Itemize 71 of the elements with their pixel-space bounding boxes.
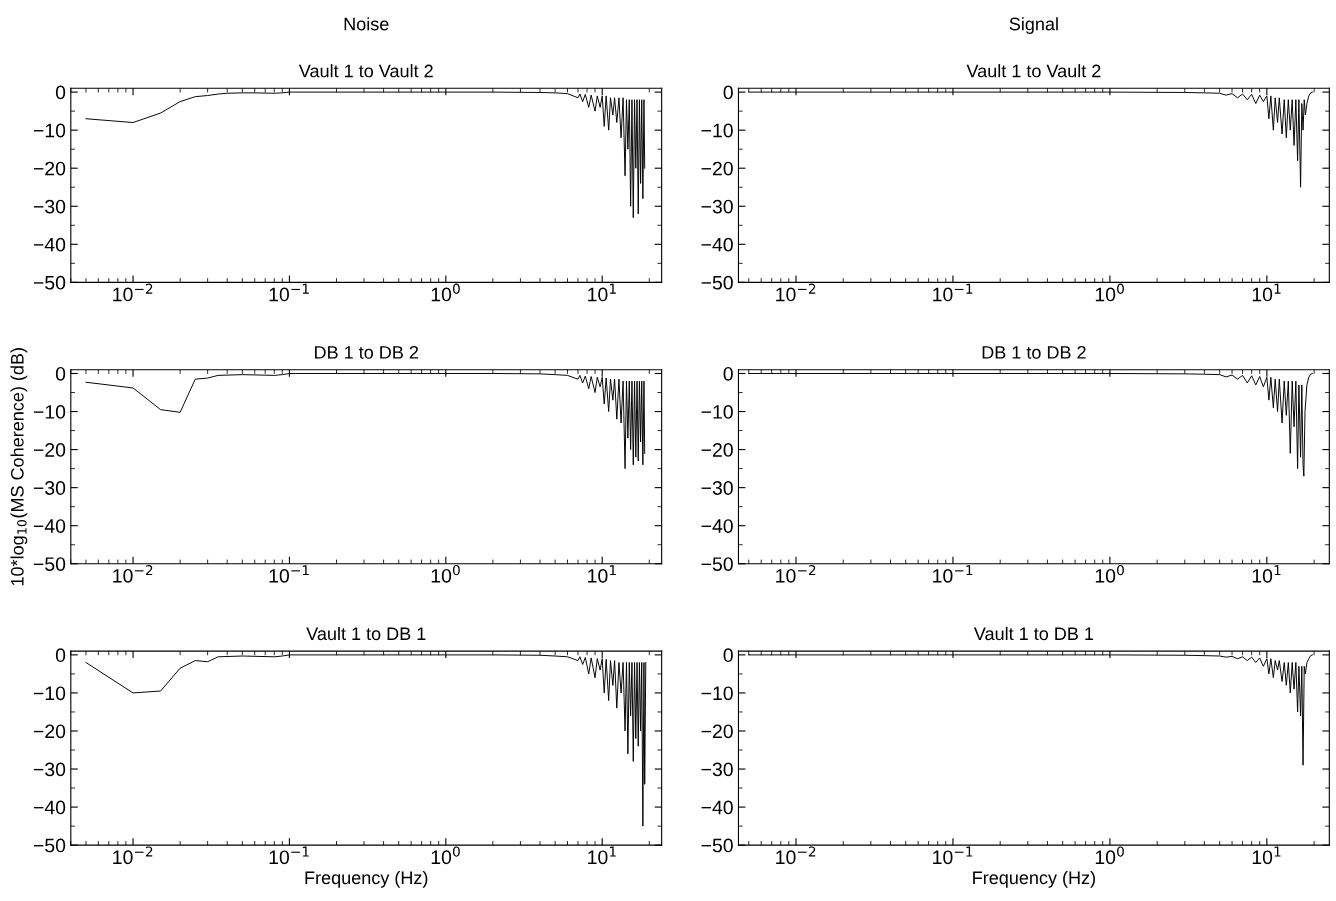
- y-tick-label: −20: [701, 724, 733, 739]
- chart-subtitle: Vault 1 to Vault 2: [298, 64, 433, 78]
- y-tick-label: −30: [701, 481, 733, 495]
- x-tick-label: 10$^{0}$: [1095, 846, 1124, 865]
- y-tick-label: −10: [33, 123, 66, 138]
- x-tick-label: 10$^{−1}$: [269, 846, 309, 865]
- chart-title: DB 1 to DB 2: [315, 345, 419, 359]
- x-tick-label: 10$^{1}$: [1252, 846, 1281, 865]
- x-tick-label: 10$^{1}$: [1252, 565, 1281, 583]
- chart-title: Vault 1 to DB 1: [306, 626, 426, 641]
- chart-title: Noise: [344, 17, 389, 31]
- y-tick-label: −20: [33, 161, 66, 176]
- y-tick-label: 0: [55, 648, 66, 663]
- y-tick-label: 0: [55, 85, 66, 100]
- x-tick-label: 10$^{0}$: [1095, 565, 1124, 583]
- x-axis-title: Frequency (Hz): [973, 870, 1095, 888]
- y-tick-label: −50: [33, 275, 66, 290]
- y-tick-label: −20: [701, 443, 733, 457]
- chart-title: Vault 1 to DB 1: [973, 626, 1094, 641]
- y-tick-label: −30: [33, 199, 66, 214]
- x-tick-label: 10$^{0}$: [431, 283, 460, 302]
- y-tick-label: −50: [33, 838, 66, 853]
- x-tick-label: 10$^{0}$: [1095, 283, 1124, 302]
- y-tick-label: 0: [723, 366, 733, 381]
- y-tick-label: −20: [33, 724, 66, 739]
- y-tick-label: −20: [701, 161, 733, 176]
- x-tick-label: 10$^{−2}$: [776, 565, 816, 583]
- y-tick-label: −40: [33, 519, 66, 533]
- x-tick-label: 10$^{−1}$: [933, 846, 973, 865]
- y-tick-label: −50: [701, 838, 733, 853]
- y-tick-label: −30: [33, 762, 66, 777]
- x-tick-label: 10$^{−2}$: [776, 283, 816, 302]
- x-tick-label: 10$^{1}$: [588, 846, 616, 865]
- x-tick-label: 10$^{−1}$: [933, 283, 973, 302]
- y-axis-title: 10*log$_{10}$(MS Coherence) (dB): [10, 348, 28, 586]
- y-tick-label: −50: [33, 557, 66, 571]
- chart-title: DB 1 to DB 2: [982, 345, 1086, 359]
- x-tick-label: 10$^{0}$: [431, 565, 460, 583]
- x-tick-label: 10$^{−1}$: [269, 565, 309, 583]
- y-tick-label: −30: [701, 199, 733, 214]
- x-tick-label: 10$^{−1}$: [933, 565, 973, 583]
- y-tick-label: −50: [701, 557, 733, 571]
- x-tick-label: 10$^{1}$: [588, 565, 616, 583]
- y-tick-label: −10: [701, 405, 733, 419]
- y-tick-label: −10: [701, 686, 733, 701]
- y-tick-label: −40: [33, 800, 66, 815]
- y-tick-label: −10: [33, 405, 66, 419]
- y-tick-label: −40: [701, 800, 733, 815]
- x-tick-label: 10$^{−2}$: [113, 565, 153, 583]
- x-tick-label: 10$^{0}$: [431, 846, 460, 865]
- y-tick-label: −30: [701, 762, 733, 777]
- x-tick-label: 10$^{−2}$: [113, 283, 153, 302]
- y-tick-label: 0: [55, 366, 66, 381]
- y-tick-label: −50: [701, 275, 733, 290]
- y-tick-label: −10: [33, 686, 66, 701]
- y-tick-label: −30: [33, 481, 66, 495]
- x-tick-label: 10$^{1}$: [1252, 283, 1281, 302]
- x-tick-label: 10$^{1}$: [588, 283, 616, 302]
- x-axis-title: Frequency (Hz): [305, 870, 428, 888]
- y-tick-label: −40: [701, 519, 733, 533]
- x-tick-label: 10$^{−2}$: [776, 846, 816, 865]
- x-tick-label: 10$^{−1}$: [269, 283, 309, 302]
- chart-title: Signal: [1009, 17, 1058, 34]
- x-tick-label: 10$^{−2}$: [113, 846, 153, 865]
- y-tick-label: 0: [723, 85, 733, 100]
- y-tick-label: −40: [33, 237, 66, 252]
- y-tick-label: −20: [33, 443, 66, 457]
- y-tick-label: −40: [701, 237, 733, 252]
- y-tick-label: −10: [701, 123, 733, 138]
- chart-subtitle: Vault 1 to Vault 2: [966, 64, 1101, 78]
- y-tick-label: 0: [723, 648, 733, 663]
